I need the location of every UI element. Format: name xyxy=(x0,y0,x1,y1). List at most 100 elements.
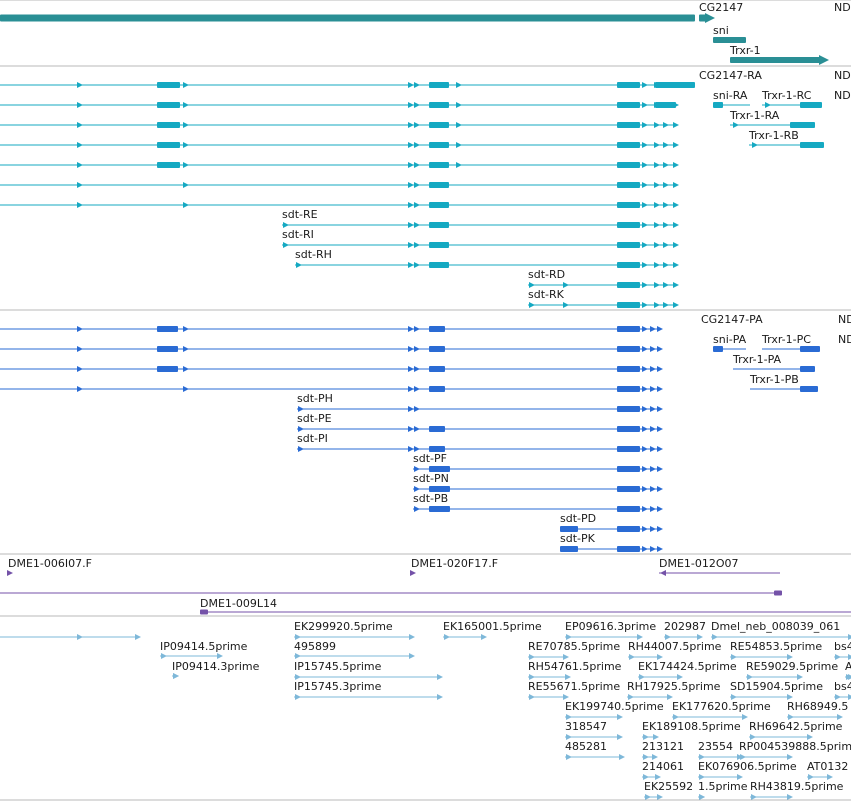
gene-bar-sni[interactable] xyxy=(713,37,746,43)
label-sdt-PB[interactable]: sdt-PB xyxy=(413,492,448,505)
label-sdt-PF[interactable]: sdt-PF xyxy=(413,452,447,465)
exon-block[interactable] xyxy=(429,162,449,168)
exon-block[interactable] xyxy=(800,142,824,148)
exon-block[interactable] xyxy=(429,386,445,392)
label-sdt-PN[interactable]: sdt-PN xyxy=(413,472,449,485)
exon-block[interactable] xyxy=(429,326,445,332)
exon-block[interactable] xyxy=(655,82,695,88)
exon-block[interactable] xyxy=(429,222,449,228)
label-RE54853.5prime[interactable]: RE54853.5prime xyxy=(730,640,822,653)
label-DME1-020F17.F[interactable]: DME1-020F17.F xyxy=(411,557,498,570)
label-Dmel_neb_008039_061[interactable]: Dmel_neb_008039_061 xyxy=(711,620,840,633)
exon-block[interactable] xyxy=(157,142,180,148)
label-DME1-012O07[interactable]: DME1-012O07 xyxy=(659,557,739,570)
label-RE59029.5prime[interactable]: RE59029.5prime xyxy=(746,660,838,673)
label-495899[interactable]: 495899 xyxy=(294,640,336,653)
exon-block[interactable] xyxy=(800,366,815,372)
label-DME1-009L14[interactable]: DME1-009L14 xyxy=(200,597,277,610)
label-214061[interactable]: 214061 xyxy=(642,760,684,773)
exon-block[interactable] xyxy=(617,162,640,168)
label-Trxr-1[interactable]: Trxr-1 xyxy=(729,44,761,57)
exon-block[interactable] xyxy=(617,282,640,288)
label-202987[interactable]: 202987 xyxy=(664,620,706,633)
label-AT0132[interactable]: AT0132 xyxy=(807,760,848,773)
exon-block[interactable] xyxy=(617,302,640,308)
label-ND_2[interactable]: ND xyxy=(834,69,851,82)
label-Trxr-1-RB[interactable]: Trxr-1-RB xyxy=(748,129,799,142)
label-RE70785.5prime[interactable]: RE70785.5prime xyxy=(528,640,620,653)
label-bs4_2[interactable]: bs4 xyxy=(834,680,851,693)
exon-block[interactable] xyxy=(617,262,640,268)
gene-bar-CG2147[interactable] xyxy=(699,14,706,22)
gene-bar-Trxr-1[interactable] xyxy=(730,57,820,63)
exon-block[interactable] xyxy=(429,426,445,432)
exon-block[interactable] xyxy=(617,182,640,188)
label-bs4_1[interactable]: bs4 xyxy=(834,640,851,653)
label-485281[interactable]: 485281 xyxy=(565,740,607,753)
label-EK25592[interactable]: EK25592 xyxy=(644,780,693,793)
exon-block[interactable] xyxy=(617,102,640,108)
label-EK177620.5prime[interactable]: EK177620.5prime xyxy=(672,700,771,713)
label-sdt-RK[interactable]: sdt-RK xyxy=(528,288,565,301)
label-sni-PA[interactable]: sni-PA xyxy=(713,333,747,346)
exon-block[interactable] xyxy=(800,386,818,392)
exon-block[interactable] xyxy=(157,366,178,372)
label-IP09414.5prime[interactable]: IP09414.5prime xyxy=(160,640,248,653)
label-RH17925.5prime[interactable]: RH17925.5prime xyxy=(627,680,721,693)
label-DME1-006I07.F[interactable]: DME1-006I07.F xyxy=(8,557,92,570)
label-sni[interactable]: sni xyxy=(713,24,729,37)
label-EK189108.5prime[interactable]: EK189108.5prime xyxy=(642,720,741,733)
exon-block[interactable] xyxy=(790,122,815,128)
clone-end[interactable] xyxy=(774,590,782,596)
exon-block[interactable] xyxy=(157,346,178,352)
exon-block[interactable] xyxy=(560,526,578,532)
exon-block[interactable] xyxy=(429,122,449,128)
label-RH54761.5prime[interactable]: RH54761.5prime xyxy=(528,660,622,673)
exon-block[interactable] xyxy=(617,82,640,88)
label-213121[interactable]: 213121 xyxy=(642,740,684,753)
gene-bar-sdt[interactable] xyxy=(0,14,695,22)
exon-block[interactable] xyxy=(800,346,820,352)
label-ND_3[interactable]: ND xyxy=(834,89,851,102)
exon-block[interactable] xyxy=(429,466,450,472)
label-sni-RA[interactable]: sni-RA xyxy=(713,89,748,102)
label-SD15904.5prime[interactable]: SD15904.5prime xyxy=(730,680,823,693)
exon-block[interactable] xyxy=(617,446,640,452)
label-ND_5[interactable]: ND xyxy=(838,333,851,346)
label-1.5prime[interactable]: 1.5prime xyxy=(698,780,748,793)
exon-block[interactable] xyxy=(429,446,445,452)
exon-block[interactable] xyxy=(157,122,180,128)
exon-block[interactable] xyxy=(560,546,578,552)
label-318547[interactable]: 318547 xyxy=(565,720,607,733)
label-EK165001.5prime[interactable]: EK165001.5prime xyxy=(443,620,542,633)
exon-block[interactable] xyxy=(429,182,449,188)
label-sdt-RE[interactable]: sdt-RE xyxy=(282,208,318,221)
label-sdt-RI[interactable]: sdt-RI xyxy=(282,228,314,241)
label-IP09414.3prime[interactable]: IP09414.3prime xyxy=(172,660,260,673)
label-ND_1[interactable]: ND xyxy=(834,1,851,14)
exon-block[interactable] xyxy=(157,102,180,108)
exon-block[interactable] xyxy=(617,366,640,372)
label-Trxr-1-PA[interactable]: Trxr-1-PA xyxy=(732,353,782,366)
exon-block[interactable] xyxy=(617,122,640,128)
exon-block[interactable] xyxy=(617,546,640,552)
exon-block[interactable] xyxy=(429,242,449,248)
exon-block[interactable] xyxy=(429,142,449,148)
label-EK199740.5prime[interactable]: EK199740.5prime xyxy=(565,700,664,713)
exon-block[interactable] xyxy=(617,526,640,532)
exon-block[interactable] xyxy=(429,82,449,88)
label-IP15745.5prime[interactable]: IP15745.5prime xyxy=(294,660,382,673)
label-CG2147-RA[interactable]: CG2147-RA xyxy=(699,69,762,82)
label-RH44007.5prime[interactable]: RH44007.5prime xyxy=(628,640,722,653)
label-CG2147-PA[interactable]: CG2147-PA xyxy=(701,313,763,326)
exon-block[interactable] xyxy=(800,102,822,108)
exon-block[interactable] xyxy=(617,222,640,228)
label-sdt-PK[interactable]: sdt-PK xyxy=(560,532,596,545)
label-ND_4[interactable]: ND xyxy=(838,313,851,326)
label-CG2147[interactable]: CG2147 xyxy=(699,1,743,14)
exon-block[interactable] xyxy=(157,162,180,168)
exon-block[interactable] xyxy=(617,202,640,208)
label-Trxr-1-RA[interactable]: Trxr-1-RA xyxy=(729,109,780,122)
exon-block[interactable] xyxy=(617,466,640,472)
label-Trxr-1-PB[interactable]: Trxr-1-PB xyxy=(749,373,799,386)
